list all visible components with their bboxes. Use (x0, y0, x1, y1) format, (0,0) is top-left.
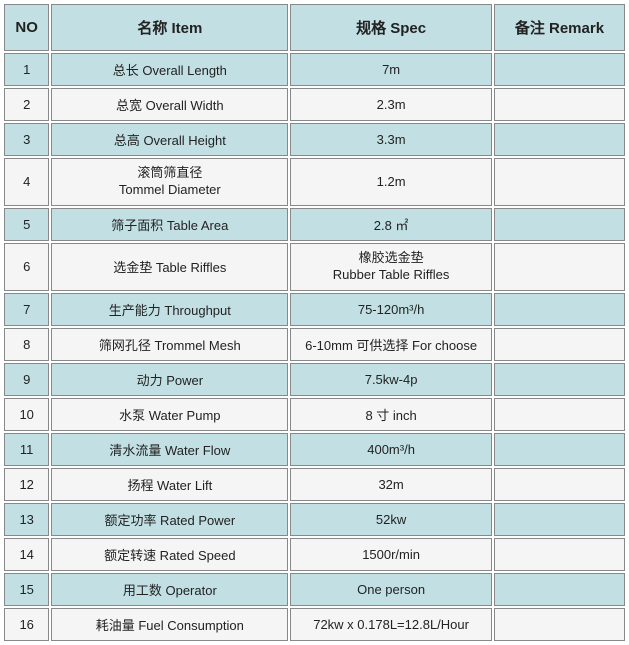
cell-remark (494, 88, 625, 121)
cell-spec: One person (290, 573, 492, 606)
cell-no: 5 (4, 208, 49, 241)
table-row: 11清水流量 Water Flow400m³/h (4, 433, 625, 466)
cell-spec: 橡胶选金垫Rubber Table Riffles (290, 243, 492, 291)
cell-remark (494, 123, 625, 156)
cell-spec: 1500r/min (290, 538, 492, 571)
cell-remark (494, 53, 625, 86)
cell-item: 清水流量 Water Flow (51, 433, 288, 466)
cell-no: 4 (4, 158, 49, 206)
cell-remark (494, 293, 625, 326)
header-no: NO (4, 4, 49, 51)
table-body: 1总长 Overall Length7m2总宽 Overall Width2.3… (4, 53, 625, 641)
table-row: 1总长 Overall Length7m (4, 53, 625, 86)
cell-item: 总高 Overall Height (51, 123, 288, 156)
cell-item: 筛子面积 Table Area (51, 208, 288, 241)
cell-no: 6 (4, 243, 49, 291)
cell-remark (494, 573, 625, 606)
cell-remark (494, 328, 625, 361)
cell-spec: 7m (290, 53, 492, 86)
table-row: 6选金垫 Table Riffles橡胶选金垫Rubber Table Riff… (4, 243, 625, 291)
cell-no: 12 (4, 468, 49, 501)
cell-no: 3 (4, 123, 49, 156)
cell-remark (494, 608, 625, 641)
cell-item: 用工数 Operator (51, 573, 288, 606)
cell-no: 14 (4, 538, 49, 571)
cell-no: 10 (4, 398, 49, 431)
cell-no: 13 (4, 503, 49, 536)
header-remark: 备注 Remark (494, 4, 625, 51)
spec-table: NO 名称 Item 规格 Spec 备注 Remark 1总长 Overall… (2, 2, 627, 643)
cell-spec: 8 寸 inch (290, 398, 492, 431)
table-row: 4滚筒筛直径Tommel Diameter1.2m (4, 158, 625, 206)
cell-spec: 72kw x 0.178L=12.8L/Hour (290, 608, 492, 641)
cell-no: 1 (4, 53, 49, 86)
cell-remark (494, 243, 625, 291)
cell-item: 生产能力 Throughput (51, 293, 288, 326)
cell-remark (494, 363, 625, 396)
cell-item: 滚筒筛直径Tommel Diameter (51, 158, 288, 206)
cell-spec: 7.5kw-4p (290, 363, 492, 396)
table-row: 14额定转速 Rated Speed1500r/min (4, 538, 625, 571)
header-row: NO 名称 Item 规格 Spec 备注 Remark (4, 4, 625, 51)
cell-item: 总宽 Overall Width (51, 88, 288, 121)
cell-no: 15 (4, 573, 49, 606)
header-spec: 规格 Spec (290, 4, 492, 51)
cell-item: 筛网孔径 Trommel Mesh (51, 328, 288, 361)
cell-no: 8 (4, 328, 49, 361)
cell-item: 额定转速 Rated Speed (51, 538, 288, 571)
cell-spec: 32m (290, 468, 492, 501)
cell-item: 耗油量 Fuel Consumption (51, 608, 288, 641)
cell-no: 7 (4, 293, 49, 326)
table-row: 8筛网孔径 Trommel Mesh6-10mm 可供选择 For choose (4, 328, 625, 361)
cell-spec: 2.8 ㎡ (290, 208, 492, 241)
table-row: 5筛子面积 Table Area2.8 ㎡ (4, 208, 625, 241)
cell-remark (494, 538, 625, 571)
cell-item: 扬程 Water Lift (51, 468, 288, 501)
header-item: 名称 Item (51, 4, 288, 51)
cell-spec: 75-120m³/h (290, 293, 492, 326)
cell-spec: 6-10mm 可供选择 For choose (290, 328, 492, 361)
cell-no: 16 (4, 608, 49, 641)
table-row: 7生产能力 Throughput75-120m³/h (4, 293, 625, 326)
cell-no: 11 (4, 433, 49, 466)
table-row: 15用工数 OperatorOne person (4, 573, 625, 606)
cell-remark (494, 208, 625, 241)
table-row: 13额定功率 Rated Power52kw (4, 503, 625, 536)
table-row: 3总高 Overall Height3.3m (4, 123, 625, 156)
cell-spec: 400m³/h (290, 433, 492, 466)
cell-item: 总长 Overall Length (51, 53, 288, 86)
cell-remark (494, 468, 625, 501)
cell-spec: 1.2m (290, 158, 492, 206)
cell-no: 2 (4, 88, 49, 121)
cell-remark (494, 503, 625, 536)
cell-no: 9 (4, 363, 49, 396)
cell-item: 选金垫 Table Riffles (51, 243, 288, 291)
table-row: 9动力 Power7.5kw-4p (4, 363, 625, 396)
table-row: 2总宽 Overall Width2.3m (4, 88, 625, 121)
cell-spec: 2.3m (290, 88, 492, 121)
table-row: 10水泵 Water Pump8 寸 inch (4, 398, 625, 431)
cell-remark (494, 398, 625, 431)
cell-item: 水泵 Water Pump (51, 398, 288, 431)
cell-remark (494, 158, 625, 206)
table-row: 12扬程 Water Lift32m (4, 468, 625, 501)
cell-item: 动力 Power (51, 363, 288, 396)
cell-remark (494, 433, 625, 466)
cell-spec: 3.3m (290, 123, 492, 156)
table-row: 16耗油量 Fuel Consumption72kw x 0.178L=12.8… (4, 608, 625, 641)
cell-spec: 52kw (290, 503, 492, 536)
cell-item: 额定功率 Rated Power (51, 503, 288, 536)
